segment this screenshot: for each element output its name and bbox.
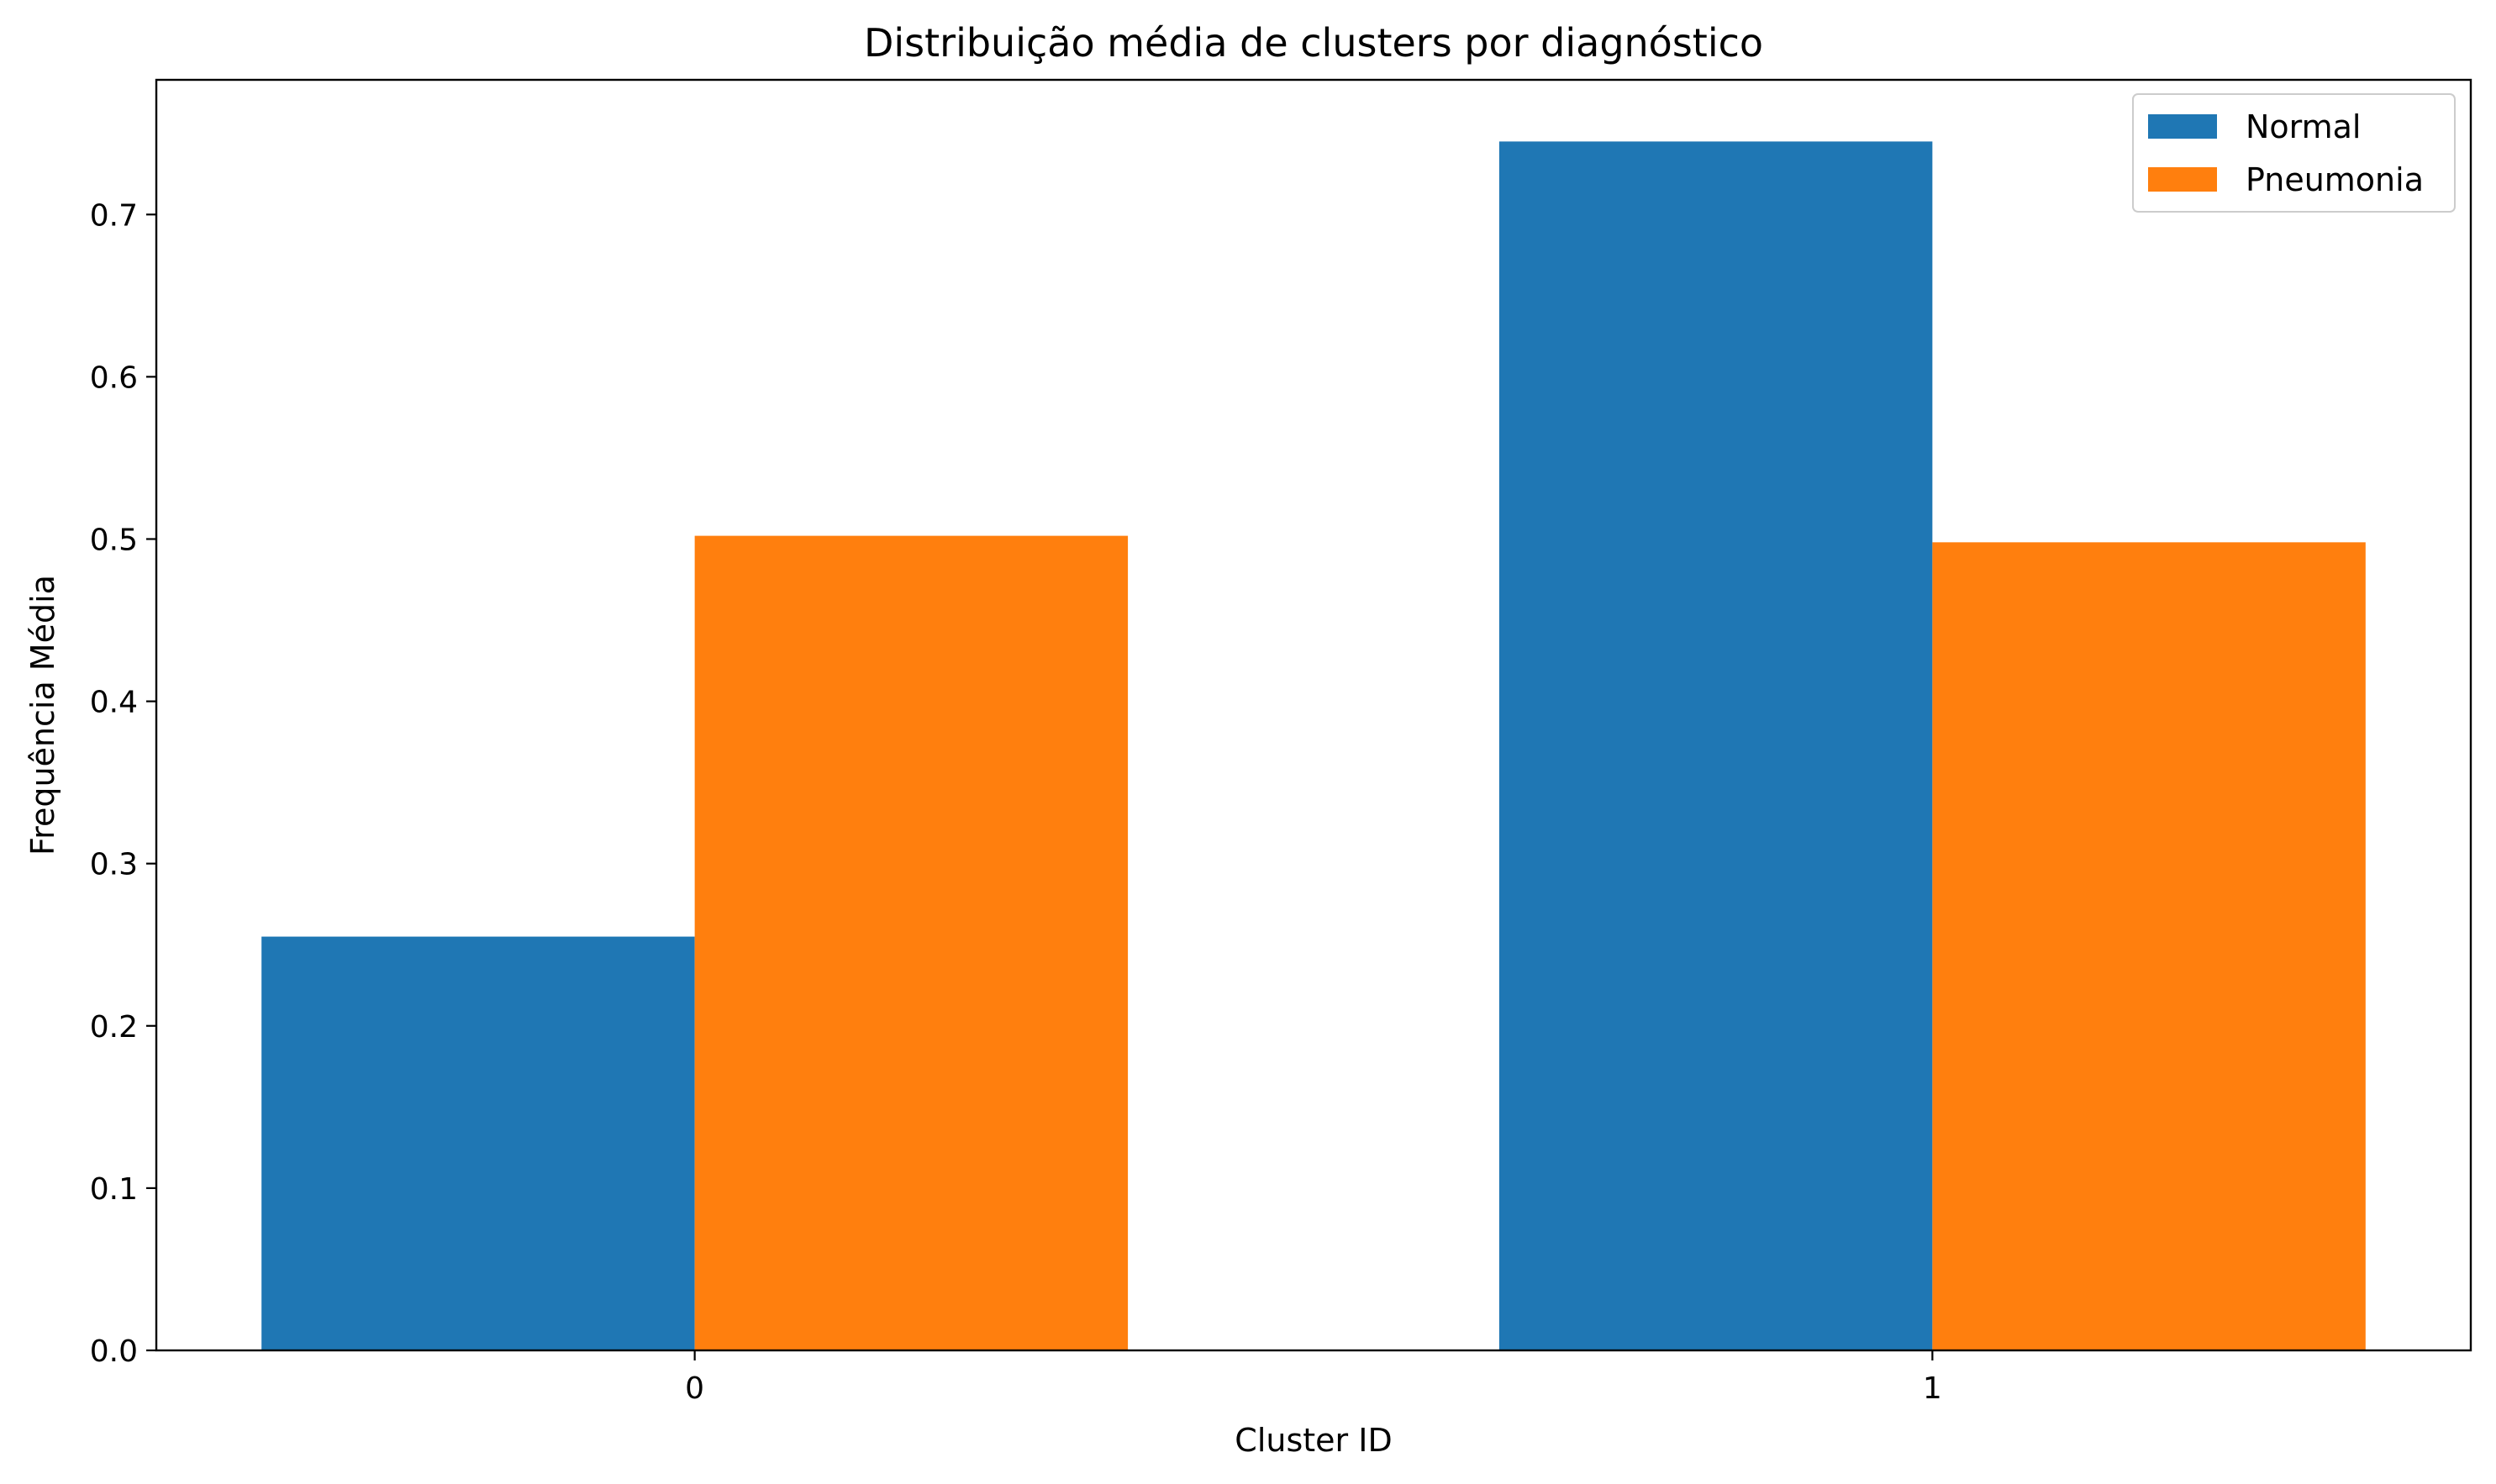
- bar-pneumonia-cluster-0: [694, 535, 1129, 1350]
- bars-layer: [261, 141, 2366, 1350]
- y-axis: 0.0 0.1 0.2 0.3 0.4 0.5 0.6 0.7: [90, 198, 156, 1369]
- legend-swatch-pneumonia: [2148, 167, 2217, 192]
- bar-normal-cluster-0: [261, 936, 695, 1350]
- legend-label-normal: Normal: [2246, 108, 2362, 145]
- y-tick-label: 0.3: [90, 848, 138, 882]
- bar-pneumonia-cluster-1: [1932, 542, 2366, 1350]
- legend-label-pneumonia: Pneumonia: [2246, 161, 2424, 198]
- plot-frame: [155, 78, 2472, 1352]
- y-tick-label: 0.4: [90, 686, 138, 720]
- y-tick-label: 0.2: [90, 1010, 138, 1045]
- bar-normal-cluster-1: [1498, 141, 1933, 1350]
- legend-swatch-normal: [2148, 114, 2217, 139]
- chart-title: Distribuição média de clusters por diagn…: [864, 20, 1763, 66]
- y-axis-label: Frequência Média: [24, 575, 61, 855]
- x-axis-label: Cluster ID: [1235, 1422, 1392, 1459]
- y-tick-label: 0.0: [90, 1334, 138, 1369]
- y-tick-label: 0.5: [90, 523, 138, 557]
- y-tick-label: 0.6: [90, 360, 138, 395]
- legend: Normal Pneumonia: [2132, 93, 2456, 213]
- x-tick-label: 0: [685, 1371, 704, 1406]
- y-tick-label: 0.7: [90, 198, 138, 233]
- y-tick-label: 0.1: [90, 1172, 138, 1207]
- x-tick-label: 1: [1923, 1371, 1942, 1406]
